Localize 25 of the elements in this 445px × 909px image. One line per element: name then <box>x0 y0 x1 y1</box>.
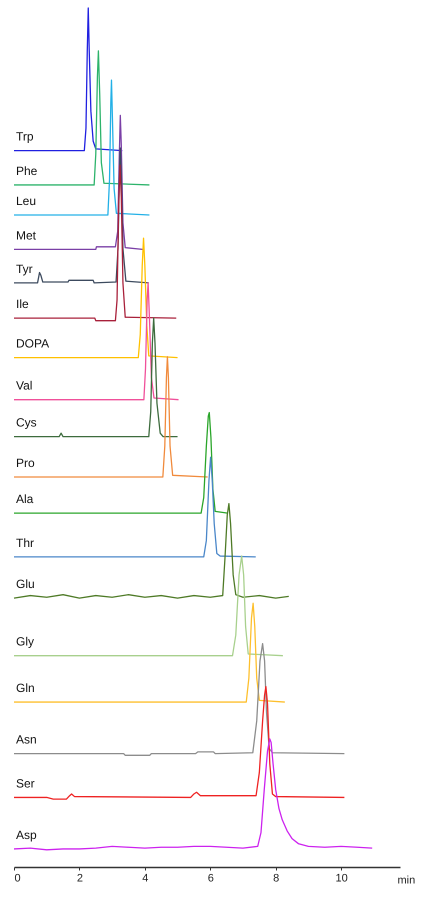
x-axis-title: min <box>398 874 416 886</box>
series-label: Ala <box>16 492 34 506</box>
series-label: Glu <box>16 577 35 592</box>
x-tick-label: 8 <box>273 872 280 884</box>
series-label: Val <box>16 378 32 393</box>
x-tick-label: 0 <box>14 872 21 884</box>
series-label: Gly <box>16 634 34 649</box>
series-label: Trp <box>16 130 34 144</box>
x-tick-label: 10 <box>335 872 348 884</box>
series-label: Cys <box>16 416 37 430</box>
series-label: Gln <box>16 681 35 696</box>
series-label: Tyr <box>16 262 33 276</box>
series-label: Thr <box>16 536 34 550</box>
x-tick-label: 6 <box>208 872 214 884</box>
series-label: Met <box>16 228 37 242</box>
series-label: Ser <box>16 776 35 790</box>
series-label: Asn <box>16 732 37 747</box>
series-label: Phe <box>16 164 38 178</box>
series-label: Ile <box>16 297 29 312</box>
x-tick-label: 2 <box>76 872 83 884</box>
series-label: Asp <box>16 828 38 842</box>
series-label: Pro <box>16 456 35 470</box>
series-label: DOPA <box>16 336 50 351</box>
x-tick-label: 4 <box>142 872 148 884</box>
series-label: Leu <box>16 194 36 208</box>
